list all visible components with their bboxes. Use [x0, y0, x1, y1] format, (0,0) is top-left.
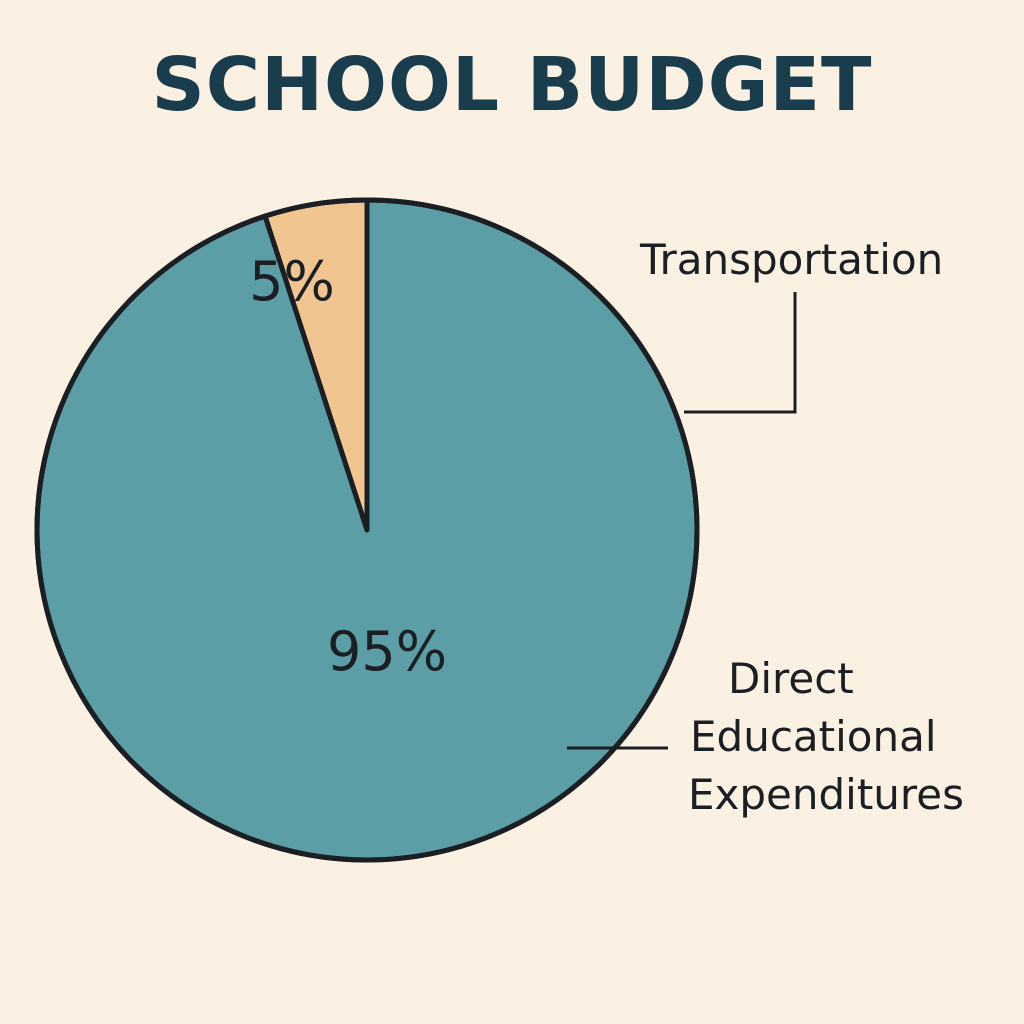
pie-slices: [34, 197, 700, 863]
legend: Transportation Direct Educational Expenditu…: [639, 235, 964, 819]
pie-slice-direct-educational-expenditures: [34, 197, 700, 863]
leader-line: [684, 292, 797, 414]
slice-value-label: 5%: [249, 250, 335, 313]
slice-labels: 5% 95%: [249, 250, 447, 683]
pie-outline: [34, 197, 700, 863]
legend-label-direct-educational-expenditures: Direct Educational Expenditures: [688, 654, 964, 819]
legend-label-transportation: Transportation: [639, 235, 943, 284]
slice-value-label: 95%: [327, 620, 447, 683]
leader-lines: [567, 292, 797, 750]
chart-title: SCHOOL BUDGET: [151, 42, 873, 128]
